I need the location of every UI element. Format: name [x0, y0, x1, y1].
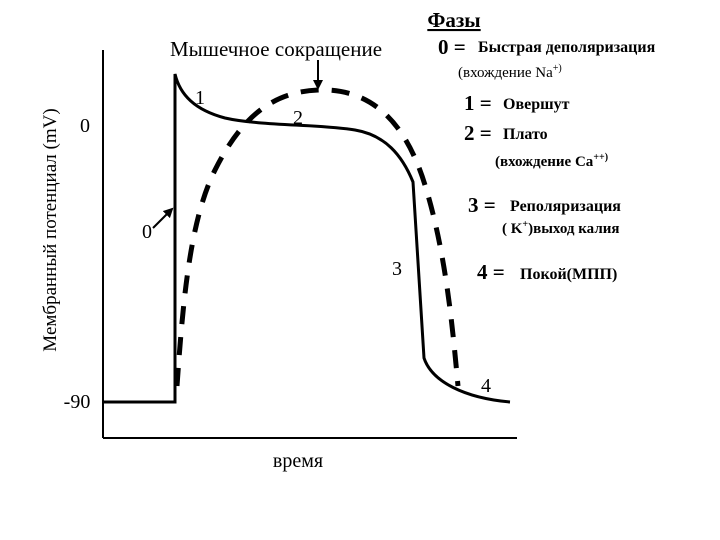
phase0-arrow — [152, 207, 174, 229]
legend-phase4-num: 4 = — [477, 260, 505, 284]
tick-zero: 0 — [80, 115, 90, 137]
legend-phase2-num: 2 = — [464, 121, 492, 145]
legend-phase4-text: Покой(МПП) — [520, 266, 617, 283]
legend-phase3-num: 3 = — [468, 193, 496, 217]
legend-phase3: 3 = Реполяризация ( K+)выход калия — [468, 193, 621, 237]
legend-phase2-text: Плато — [503, 126, 548, 143]
legend-phase2-sub: (вхождение Ca++) — [495, 152, 608, 170]
curve-label-0: 0 — [142, 221, 152, 243]
contraction-label: Мышечное сокращение — [170, 37, 382, 61]
legend-phase2: 2 = Плато (вхождение Ca++) — [464, 121, 608, 170]
curve-label-1: 1 — [195, 87, 205, 109]
legend-phase3-text: Реполяризация — [510, 198, 621, 215]
curve-label-3: 3 — [392, 258, 402, 280]
action-potential-curve — [103, 73, 511, 404]
legend-phase3-sub: ( K+)выход калия — [502, 219, 620, 237]
y-axis-label: Мембранный потенциал (mV) — [40, 108, 61, 351]
tick-minus90: -90 — [64, 391, 91, 413]
legend-phase4: 4 = Покой(МПП) — [477, 260, 617, 284]
legend-phase1-text: Овершут — [503, 96, 570, 113]
muscle-contraction-curve — [174, 87, 461, 387]
legend-phase0-num: 0 = — [438, 35, 466, 59]
legend-phase0-sub: (вхождение Na+) — [458, 63, 562, 81]
legend-phase1-num: 1 = — [464, 91, 492, 115]
title: Фазы — [427, 8, 480, 32]
curve-label-2: 2 — [293, 107, 303, 129]
legend-phase0-text: Быстрая деполяризация — [478, 39, 656, 56]
legend-phase1: 1 = Овершут — [464, 91, 570, 115]
curve-label-4: 4 — [481, 375, 491, 397]
x-axis-label: время — [273, 450, 323, 472]
legend-phase0: 0 = Быстрая деполяризация (вхождение Na+… — [438, 35, 656, 81]
